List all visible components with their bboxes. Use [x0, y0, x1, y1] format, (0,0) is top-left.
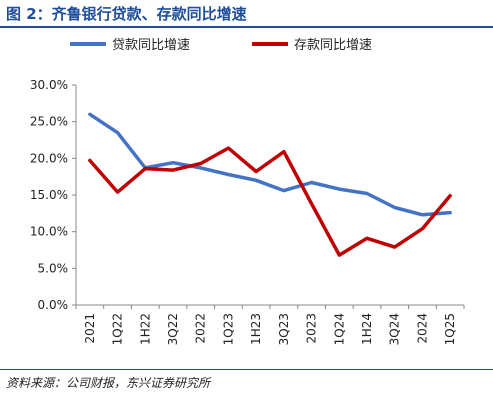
- y-tick-label: 30.0%: [30, 78, 68, 92]
- legend-label-1: 贷款同比增速: [112, 38, 190, 53]
- y-tick-label: 20.0%: [30, 151, 68, 165]
- title-divider: [0, 26, 493, 28]
- series-1: [88, 112, 452, 217]
- x-tick-label: 3Q24: [388, 313, 402, 345]
- legend-label-2: 存款同比增速: [294, 38, 372, 53]
- x-tick-label: 1H23: [249, 313, 263, 345]
- y-axis: 0.0% 5.0% 10.0% 15.0% 20.0% 25.0% 30.0%: [30, 78, 77, 312]
- source-note: 资料来源：公司财报，东兴证券研究所: [6, 376, 211, 390]
- x-tick-label: 1H22: [138, 313, 152, 345]
- series-line-2: [88, 146, 452, 257]
- chart-legend: 贷款同比增速 存款同比增速: [70, 38, 372, 53]
- series-2: [88, 146, 452, 257]
- x-tick-label: 2022: [194, 313, 208, 344]
- x-tick-label: 2024: [415, 313, 429, 344]
- x-tick-label: 2023: [305, 313, 319, 344]
- x-tick-label: 1Q22: [111, 313, 125, 345]
- figure-title: 图 2：齐鲁银行贷款、存款同比增速: [6, 5, 247, 23]
- y-tick-label: 15.0%: [30, 188, 68, 202]
- source-divider: [0, 369, 493, 370]
- x-tick-label: 3Q23: [277, 313, 291, 345]
- series-line-1: [88, 112, 452, 217]
- x-tick-label: 1Q24: [332, 313, 346, 345]
- x-axis: 2021 1Q22 1H22 3Q22 2022 1Q23 1H23 3Q23 2023 1Q24…: [75, 304, 465, 345]
- x-tick-label: 1H24: [360, 313, 374, 345]
- x-tick-label: 2021: [83, 313, 97, 344]
- y-tick-label: 25.0%: [30, 115, 68, 129]
- series-layer: [88, 112, 452, 257]
- x-tick-label: 1Q23: [221, 313, 235, 345]
- y-tick-label: 10.0%: [30, 225, 68, 239]
- x-tick-label: 3Q22: [166, 313, 180, 345]
- y-tick-label: 5.0%: [38, 261, 69, 275]
- line-chart: 贷款同比增速 存款同比增速 0.0% 5.0% 10.0% 15.0% 20.0% 25.0…: [30, 38, 465, 345]
- x-tick-label: 1Q25: [443, 313, 457, 345]
- y-tick-label: 0.0%: [38, 298, 69, 312]
